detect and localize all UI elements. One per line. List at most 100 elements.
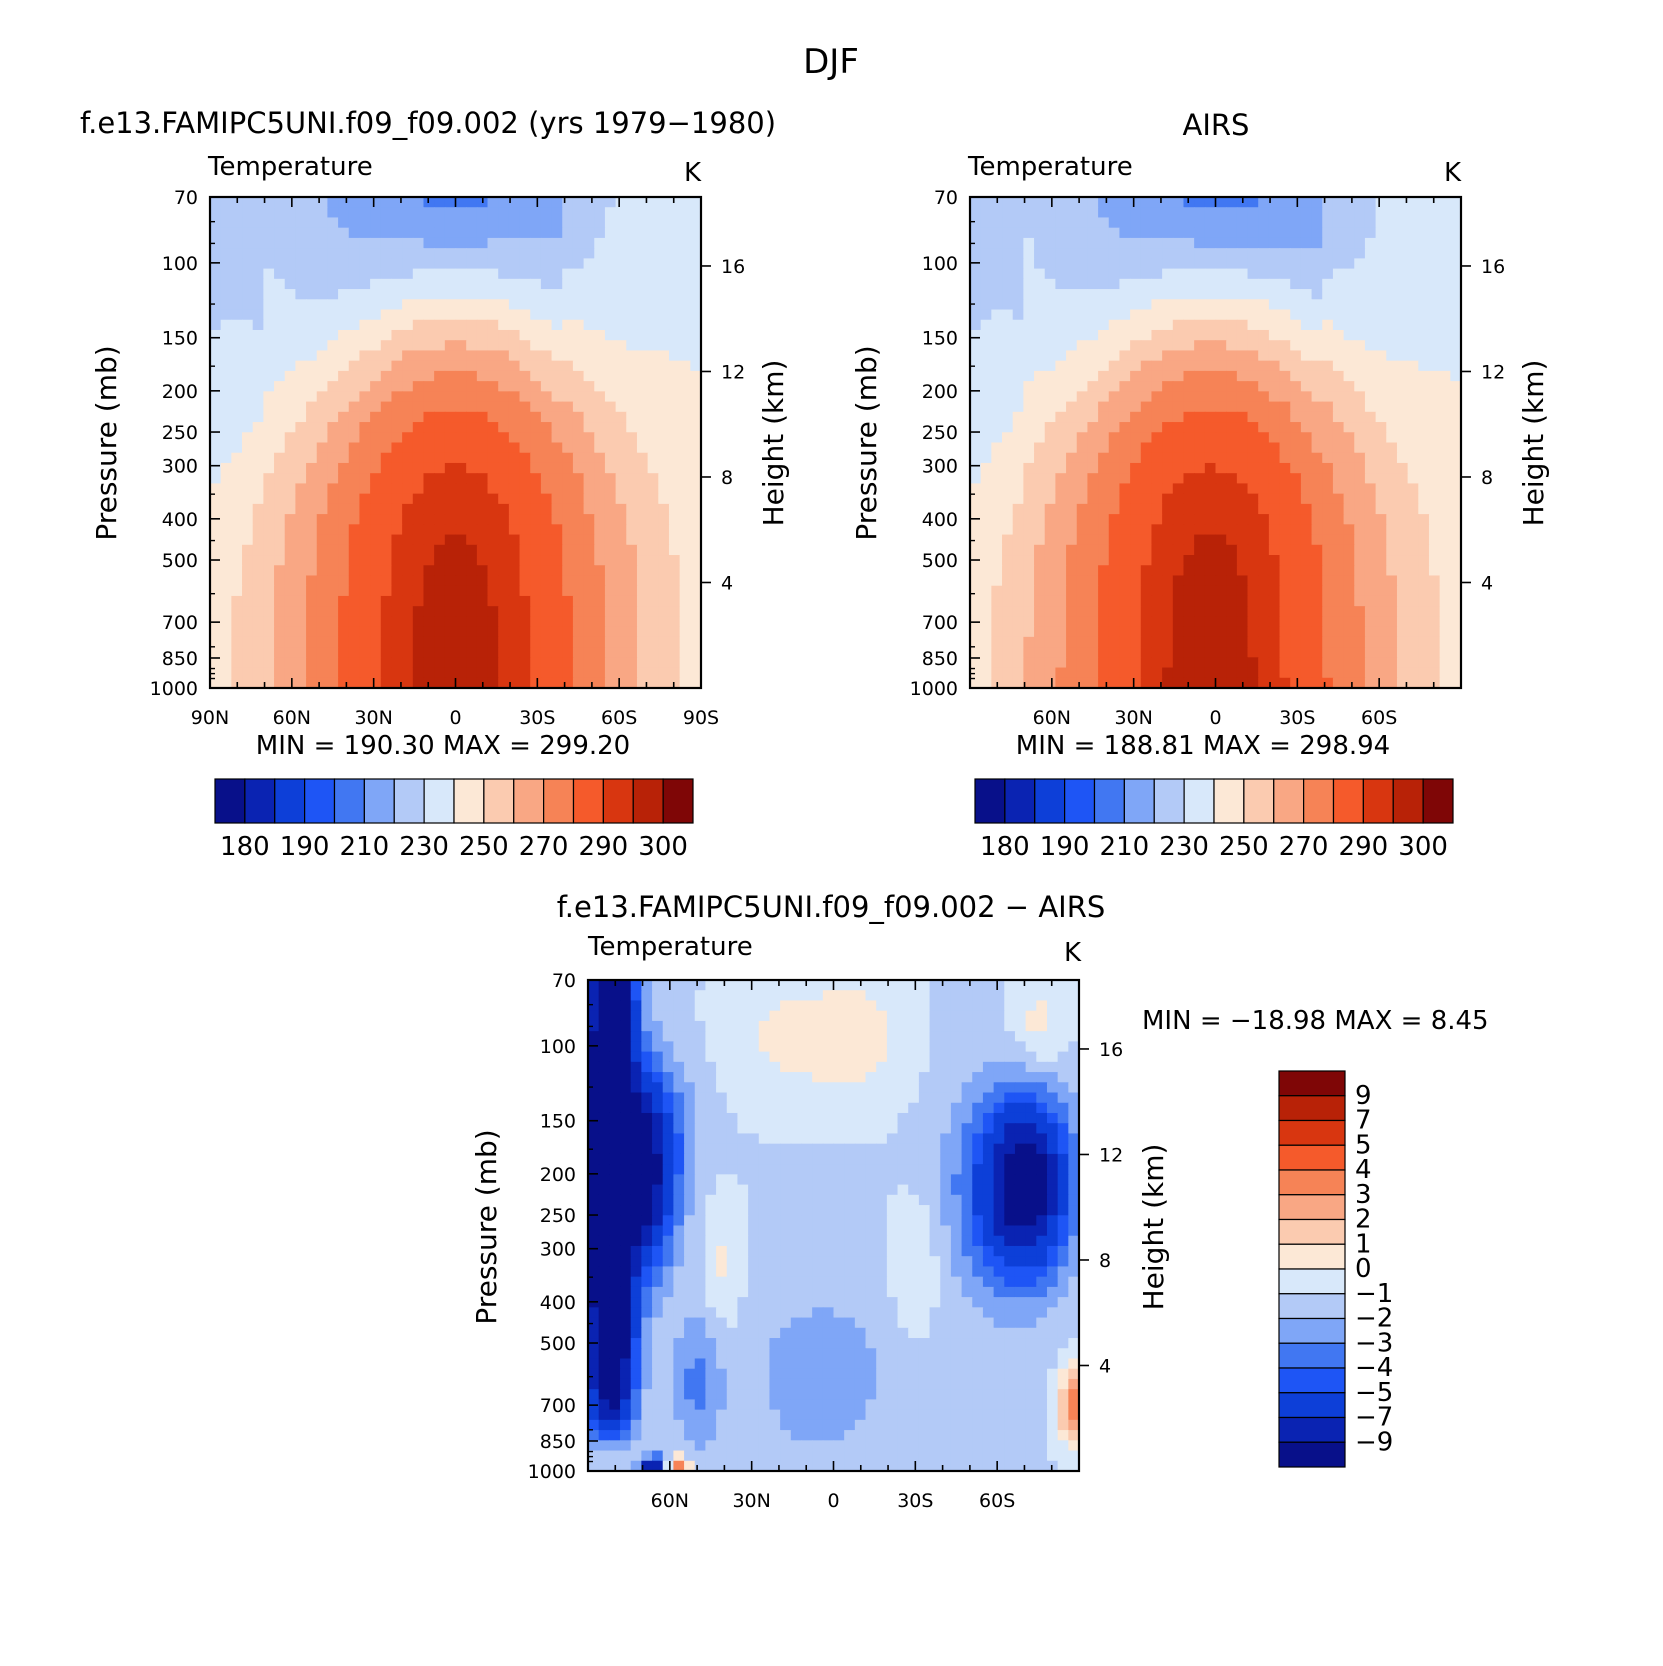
field-cell bbox=[1311, 524, 1323, 536]
field-cell bbox=[1162, 657, 1174, 669]
field-cell bbox=[1290, 514, 1302, 525]
field-cell bbox=[1215, 411, 1227, 423]
field-cell bbox=[562, 350, 574, 362]
field-cell bbox=[690, 473, 702, 485]
field-cell bbox=[668, 534, 681, 546]
field-cell bbox=[1108, 442, 1121, 454]
field-cell bbox=[961, 990, 973, 1002]
field-cell bbox=[679, 309, 691, 321]
field-cell bbox=[1354, 493, 1366, 505]
field-cell bbox=[380, 329, 393, 341]
field-cell bbox=[583, 227, 595, 239]
field-cell bbox=[658, 411, 670, 423]
field-cell bbox=[679, 299, 691, 311]
field-cell bbox=[274, 432, 286, 444]
field-cell bbox=[1418, 524, 1430, 536]
field-cell bbox=[338, 309, 350, 321]
field-cell bbox=[991, 626, 1003, 638]
field-cell bbox=[1194, 237, 1206, 249]
field-cell bbox=[263, 197, 275, 208]
field-cell bbox=[476, 626, 489, 638]
field-cell bbox=[679, 514, 691, 525]
field-cell bbox=[668, 278, 681, 290]
field-cell bbox=[402, 667, 414, 679]
field-cell bbox=[1343, 340, 1355, 352]
field-cell bbox=[508, 237, 521, 249]
field-cell bbox=[412, 677, 425, 689]
field-cell bbox=[295, 217, 307, 229]
field-cell bbox=[1268, 289, 1281, 300]
field-cell bbox=[1396, 534, 1409, 546]
field-cell bbox=[274, 207, 286, 219]
field-cell bbox=[1162, 432, 1174, 444]
field-cell bbox=[876, 990, 888, 1002]
field-cell bbox=[972, 1031, 984, 1042]
field-cell bbox=[1354, 452, 1366, 464]
field-cell bbox=[991, 360, 1003, 372]
field-cell bbox=[284, 555, 296, 566]
field-cell bbox=[1343, 657, 1355, 669]
y-tick-label: 500 bbox=[162, 550, 198, 572]
field-cell bbox=[658, 595, 670, 607]
field-cell bbox=[1300, 432, 1313, 444]
field-cell bbox=[1375, 197, 1387, 208]
field-cell bbox=[1386, 677, 1398, 689]
field-cell bbox=[647, 575, 659, 587]
field-cell bbox=[1322, 565, 1334, 577]
field-cell bbox=[1183, 616, 1195, 628]
field-cell bbox=[220, 452, 232, 464]
field-cell bbox=[1076, 657, 1089, 669]
field-cell bbox=[562, 258, 574, 270]
field-cell bbox=[487, 411, 499, 423]
field-cell bbox=[929, 980, 941, 991]
field-cell bbox=[652, 1041, 664, 1053]
field-cell bbox=[498, 319, 510, 331]
field-cell bbox=[1044, 606, 1056, 617]
field-cell bbox=[263, 289, 275, 300]
field-cell bbox=[1162, 248, 1174, 259]
field-cell bbox=[540, 329, 553, 341]
field-cell bbox=[972, 1020, 984, 1032]
field-cell bbox=[1236, 647, 1249, 658]
field-cell bbox=[769, 1020, 781, 1032]
field-cell bbox=[604, 462, 617, 474]
field-cell bbox=[647, 360, 659, 372]
field-cell bbox=[1162, 503, 1174, 515]
field-cell bbox=[609, 990, 621, 1002]
field-cell bbox=[423, 626, 435, 638]
field-cell bbox=[1076, 667, 1089, 679]
field-cell bbox=[1044, 248, 1056, 259]
field-cell bbox=[1076, 340, 1089, 352]
field-cell bbox=[658, 370, 670, 382]
field-cell bbox=[338, 667, 350, 679]
field-cell bbox=[626, 585, 638, 597]
field-cell bbox=[466, 462, 478, 474]
field-cell bbox=[1055, 299, 1067, 311]
field-cell bbox=[466, 350, 478, 362]
field-cell bbox=[1002, 217, 1014, 229]
field-cell bbox=[1023, 207, 1035, 219]
field-cell bbox=[1322, 595, 1334, 607]
field-cell bbox=[980, 309, 992, 321]
field-cell bbox=[1226, 401, 1238, 413]
field-cell bbox=[647, 442, 659, 454]
field-cell bbox=[498, 483, 510, 495]
field-cell bbox=[519, 524, 531, 536]
field-cell bbox=[1343, 299, 1355, 311]
field-cell bbox=[1375, 667, 1387, 679]
field-cell bbox=[210, 381, 222, 392]
field-cell bbox=[636, 381, 649, 392]
field-cell bbox=[572, 473, 585, 485]
field-cell bbox=[412, 647, 425, 658]
field-cell bbox=[1215, 473, 1227, 485]
field-cell bbox=[694, 1051, 707, 1063]
field-cell bbox=[626, 319, 638, 331]
field-cell bbox=[1172, 647, 1185, 658]
field-cell bbox=[444, 197, 457, 208]
field-cell bbox=[658, 483, 670, 495]
field-cell bbox=[647, 452, 659, 464]
field-cell bbox=[1172, 493, 1185, 505]
variable-label: Temperature bbox=[587, 932, 753, 962]
field-cell bbox=[1396, 207, 1409, 219]
field-cell bbox=[1236, 422, 1249, 433]
